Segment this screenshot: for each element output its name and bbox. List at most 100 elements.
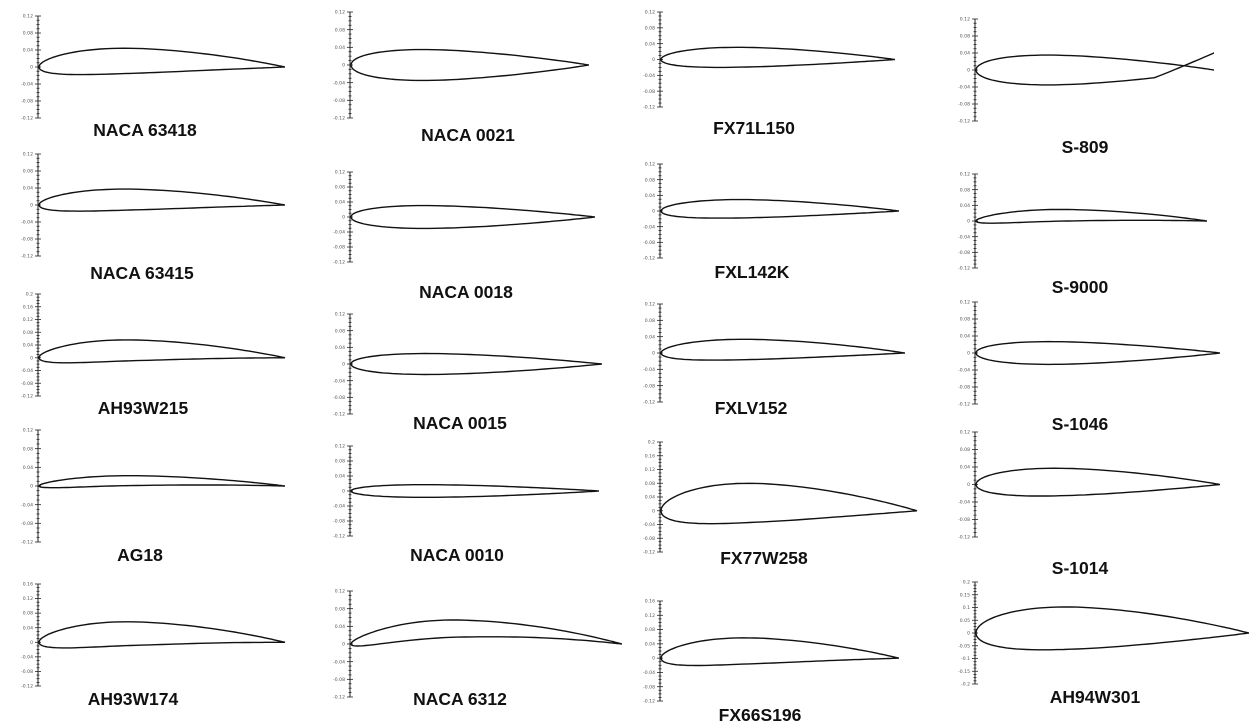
y-tick-label: 0.12	[23, 14, 33, 20]
y-tick-label: 0.04	[23, 465, 33, 471]
airfoil-plot: 0.12 0.08 0.04 0 -0.04 -0.08 -0.12	[333, 170, 596, 266]
y-tick-label: 0	[652, 209, 655, 215]
airfoil-profile	[975, 606, 1250, 651]
airfoil-plot: 0.12 0.08 0.04 0 -0.04 -0.08 -0.12	[643, 10, 896, 111]
y-tick-label: -0.12	[333, 412, 345, 418]
y-tick-label: 0.12	[645, 302, 655, 308]
y-tick-label: -0.12	[333, 116, 345, 122]
y-tick-label: 0	[652, 57, 655, 63]
y-tick-label: -0.12	[333, 260, 345, 266]
y-tick-label: -0.04	[643, 670, 655, 676]
airfoil-profile	[975, 52, 1215, 86]
y-tick-label: -0.08	[333, 395, 345, 401]
airfoil-profile	[975, 340, 1221, 366]
y-tick-label: -0.04	[21, 220, 33, 226]
y-tick-label: 0.04	[335, 624, 345, 630]
y-tick-label: -0.12	[333, 695, 345, 701]
y-tick-label: 0	[967, 631, 970, 637]
y-tick-label: 0.12	[645, 162, 655, 168]
y-tick-label: 0.08	[23, 31, 33, 37]
y-tick-label: -0.04	[21, 502, 33, 508]
y-tick-label: 0.08	[645, 177, 655, 183]
airfoil-panel: 0.12 0.08 0.04 0 -0.04 -0.08 -0.12	[18, 12, 288, 124]
y-tick-label: 0.12	[960, 430, 970, 436]
airfoil-panel: 0.12 0.08 0.04 0 -0.04 -0.08 -0.12	[640, 8, 898, 113]
y-tick-label: 0.08	[645, 481, 655, 487]
y-tick-label: 0	[342, 489, 345, 495]
airfoil-panel: 0.16 0.12 0.08 0.04 0 -0.04 -0.08 -0.12	[18, 580, 288, 692]
y-tick-label: 0	[342, 215, 345, 221]
airfoil-plot: 0.12 0.08 0.04 0 -0.04 -0.08 -0.12	[21, 152, 286, 260]
y-tick-label: 0.08	[23, 611, 33, 617]
y-tick-label: -0.08	[643, 89, 655, 95]
y-tick-label: 0.04	[335, 200, 345, 206]
airfoil-panel: 0.12 0.08 0.04 0 -0.04 -0.08 -0.12	[330, 168, 598, 268]
y-tick-label: 0.08	[335, 459, 345, 465]
y-tick-label: -0.04	[21, 368, 33, 374]
airfoil-plot: 0.12 0.08 0.04 0 -0.04 -0.08 -0.12	[333, 10, 590, 122]
airfoil-name-label: S-9000	[1051, 277, 1109, 297]
airfoil-plot: 0.12 0.08 0.04 0 -0.04 -0.08 -0.12	[643, 162, 900, 262]
y-tick-label: -0.08	[643, 536, 655, 542]
y-tick-label: 0.2	[26, 292, 33, 298]
airfoil-name-label: S-809	[1061, 137, 1109, 157]
airfoil-profile	[660, 482, 918, 525]
y-tick-label: 0.04	[23, 343, 33, 349]
y-tick-label: -0.04	[958, 234, 970, 240]
y-tick-label: -0.12	[21, 684, 33, 690]
y-tick-label: 0	[967, 482, 970, 488]
airfoil-panel: 0.12 0.08 0.04 0 -0.04 -0.08 -0.12	[330, 310, 605, 420]
airfoil-plot: 0.12 0.08 0.04 0 -0.04 -0.08 -0.12	[958, 300, 1221, 408]
y-tick-label: -0.08	[643, 240, 655, 246]
y-tick-label: -0.04	[21, 654, 33, 660]
airfoil-name-label: NACA 63418	[93, 120, 197, 140]
airfoil-name-label: S-1046	[1051, 414, 1109, 434]
y-tick-label: 0.04	[960, 203, 970, 209]
airfoil-name-label: NACA 0015	[413, 413, 507, 433]
airfoil-plot: 0.12 0.08 0.04 0 -0.04 -0.08 -0.12	[333, 312, 603, 418]
airfoil-panel: 0.12 0.08 0.04 0 -0.04 -0.08 -0.12	[640, 300, 908, 408]
y-tick-label: -0.08	[21, 381, 33, 387]
y-tick-label: -0.12	[21, 394, 33, 400]
y-tick-label: -0.12	[21, 540, 33, 546]
y-tick-label: -0.04	[643, 367, 655, 373]
y-tick-label: 0.16	[23, 304, 33, 310]
airfoil-profile	[38, 47, 286, 76]
y-tick-label: 0.08	[645, 627, 655, 633]
airfoil-panel: 0.12 0.08 0.04 0 -0.04 -0.08 -0.12	[955, 15, 1217, 127]
y-tick-label: 0.1	[963, 605, 970, 611]
y-tick-label: 0.16	[645, 453, 655, 459]
y-tick-label: 0.04	[645, 334, 655, 340]
y-tick-label: -0.04	[333, 230, 345, 236]
y-tick-label: -0.04	[958, 500, 970, 506]
y-tick-label: 0.04	[960, 334, 970, 340]
y-tick-label: -0.04	[643, 224, 655, 230]
y-tick-label: 0.08	[23, 169, 33, 175]
y-tick-label: -0.04	[958, 85, 970, 91]
y-tick-label: -0.12	[643, 699, 655, 705]
airfoil-plot: 0.2 0.15 0.1 0.05 0 -0.05 -0.1 -0.15 -0.2	[958, 580, 1250, 688]
y-tick-label: 0	[967, 351, 970, 357]
y-tick-label: 0	[652, 508, 655, 514]
y-tick-label: 0.08	[645, 25, 655, 31]
airfoil-name-label: NACA 0021	[421, 125, 515, 145]
y-tick-label: 0.08	[960, 187, 970, 193]
y-tick-label: -0.08	[21, 521, 33, 527]
airfoil-profile	[350, 48, 590, 82]
airfoil-panel: 0.2 0.16 0.12 0.08 0.04 0 -0.04 -0.08 -0.12	[18, 290, 288, 402]
y-tick-label: 0.08	[335, 27, 345, 33]
airfoil-profile	[660, 338, 906, 361]
y-tick-label: 0	[967, 219, 970, 225]
y-tick-label: -0.12	[643, 256, 655, 262]
y-tick-label: -0.08	[333, 519, 345, 525]
airfoil-panel: 0.2 0.16 0.12 0.08 0.04 0 -0.04 -0.08 -0.12	[640, 438, 920, 558]
y-tick-label: 0.12	[960, 172, 970, 178]
airfoil-name-label: FXL142K	[714, 262, 790, 282]
y-tick-label: -0.08	[643, 383, 655, 389]
airfoil-panel: 0.12 0.08 0.04 0 -0.04 -0.08 -0.12	[955, 298, 1223, 410]
y-tick-label: 0.2	[963, 580, 970, 586]
y-tick-label: 0.16	[23, 582, 33, 588]
airfoil-panel: 0.12 0.08 0.04 0 -0.04 -0.08 -0.12	[330, 8, 592, 124]
y-tick-label: -0.12	[958, 535, 970, 541]
airfoil-plot: 0.2 0.16 0.12 0.08 0.04 0 -0.04 -0.08 -0.12	[643, 440, 918, 556]
